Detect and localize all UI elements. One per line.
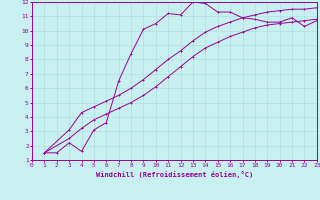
X-axis label: Windchill (Refroidissement éolien,°C): Windchill (Refroidissement éolien,°C) [96, 171, 253, 178]
